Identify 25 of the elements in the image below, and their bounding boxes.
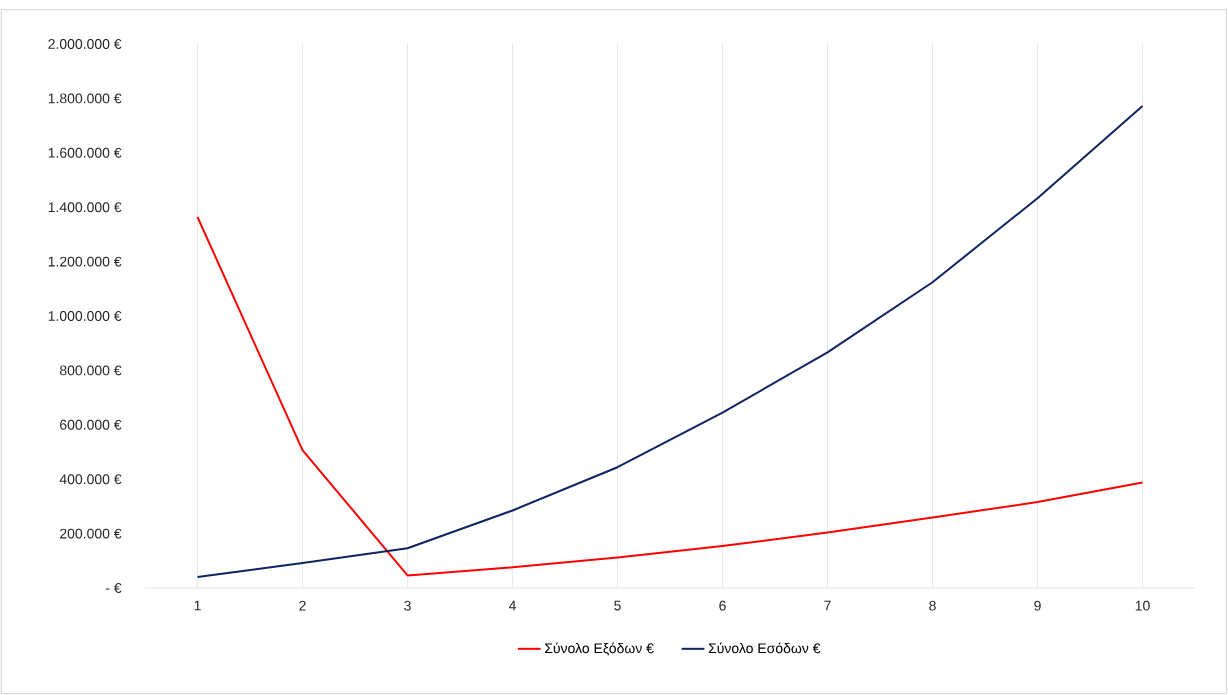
y-tick-label: 1.200.000 € — [48, 256, 122, 267]
legend-label: Σύνολο Εξόδων € — [544, 642, 654, 656]
legend-label: Σύνολο Εσόδων € — [708, 642, 821, 654]
x-tick-label: 4 — [508, 600, 516, 611]
x-tick-label: 9 — [1034, 600, 1041, 611]
y-tick-label: - € — [105, 583, 122, 593]
x-tick-label: 1 — [194, 600, 201, 611]
y-tick-label: 600.000 € — [60, 419, 122, 430]
x-tick-label: 5 — [614, 600, 621, 611]
x-tick-label: 7 — [824, 600, 831, 611]
y-tick-label: 2.000.000 € — [48, 39, 122, 49]
y-tick-label: 1.800.000 € — [48, 93, 122, 104]
y-tick-label: 1.600.000 € — [48, 147, 122, 158]
x-tick-label: 3 — [404, 600, 411, 611]
y-tick-label: 1.000.000 € — [48, 311, 122, 321]
line-series — [196, 105, 1144, 579]
y-tick-label: 800.000 € — [59, 365, 122, 376]
x-tick-label: 8 — [929, 600, 936, 611]
x-tick-label: 6 — [719, 600, 726, 611]
y-tick-label: 1.400.000 € — [48, 202, 122, 213]
x-tick-label: 2 — [299, 600, 306, 611]
line-series — [196, 215, 1144, 577]
y-tick-label: 400.000 € — [59, 474, 122, 485]
x-tick-label: 10 — [1135, 600, 1150, 611]
y-tick-label: 200.000 € — [60, 528, 122, 539]
